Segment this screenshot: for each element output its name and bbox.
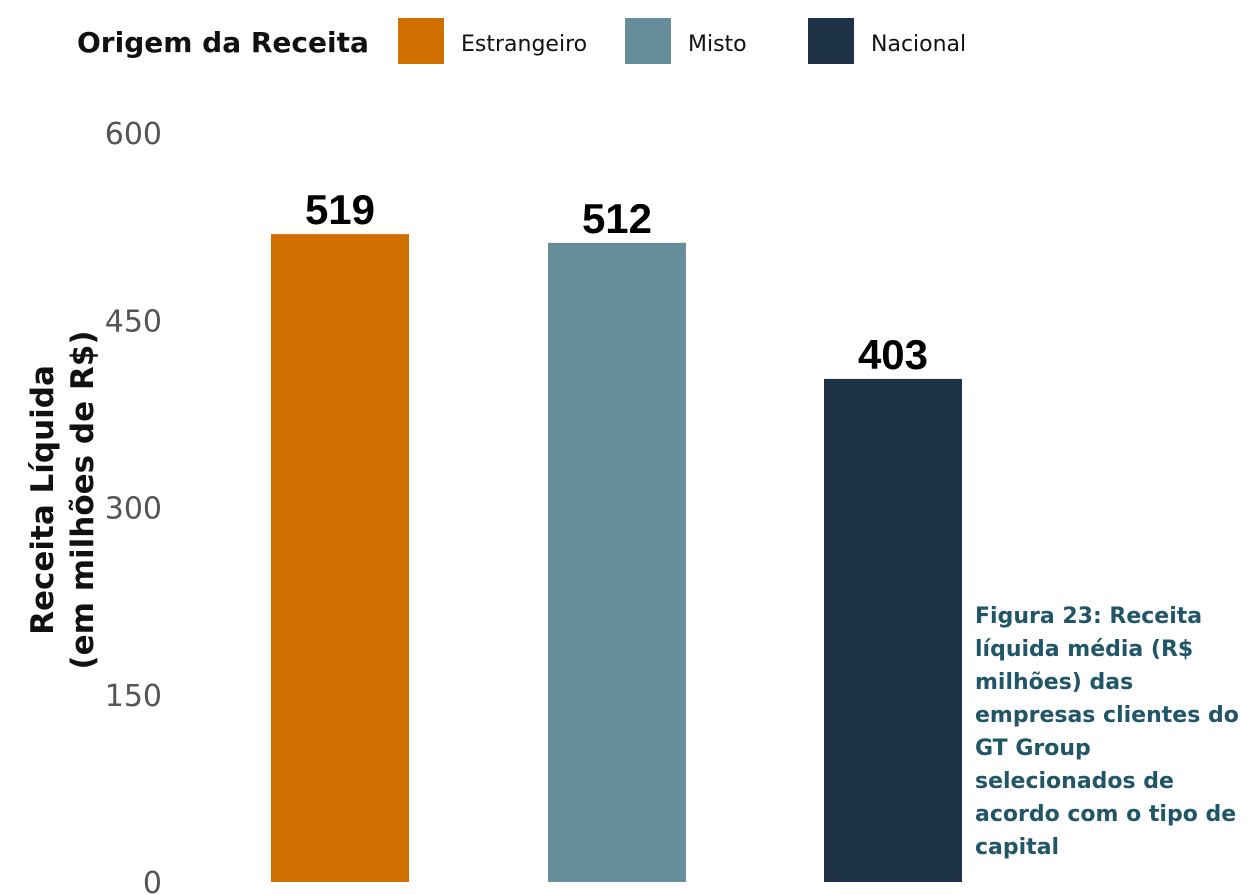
y-axis-label-line: (em milhões de R$) bbox=[65, 330, 101, 669]
data-labels: 519 512 403 bbox=[305, 186, 928, 378]
y-axis-ticks: 0 150 300 450 600 bbox=[105, 117, 162, 895]
legend-label-estrangeiro: Estrangeiro bbox=[461, 32, 587, 57]
bar-estrangeiro bbox=[271, 234, 409, 883]
legend-swatch-estrangeiro bbox=[398, 18, 444, 64]
legend-label-nacional: Nacional bbox=[871, 32, 966, 57]
y-tick-label: 0 bbox=[143, 866, 162, 895]
data-label-misto: 512 bbox=[582, 195, 652, 242]
y-tick-label: 450 bbox=[105, 304, 162, 339]
y-tick-label: 300 bbox=[105, 492, 162, 527]
bar-misto bbox=[548, 242, 686, 882]
data-label-nacional: 403 bbox=[858, 331, 928, 378]
y-axis-label: Receita Líquida (em milhões de R$) bbox=[25, 330, 101, 669]
y-tick-label: 600 bbox=[105, 117, 162, 152]
legend-title: Origem da Receita bbox=[77, 26, 369, 59]
y-axis-label-line: Receita Líquida bbox=[25, 365, 61, 635]
legend-items: Estrangeiro Misto Nacional bbox=[398, 18, 966, 64]
legend-label-misto: Misto bbox=[688, 32, 747, 57]
figure-caption: Figura 23: Receita líquida média (R$ mil… bbox=[975, 604, 1239, 860]
legend-swatch-misto bbox=[625, 18, 671, 64]
data-label-estrangeiro: 519 bbox=[305, 186, 375, 233]
y-tick-label: 150 bbox=[105, 679, 162, 714]
legend: Origem da Receita Estrangeiro Misto Nacion… bbox=[77, 18, 966, 64]
legend-swatch-nacional bbox=[808, 18, 854, 64]
bars bbox=[271, 234, 962, 883]
bar-nacional bbox=[824, 378, 962, 882]
